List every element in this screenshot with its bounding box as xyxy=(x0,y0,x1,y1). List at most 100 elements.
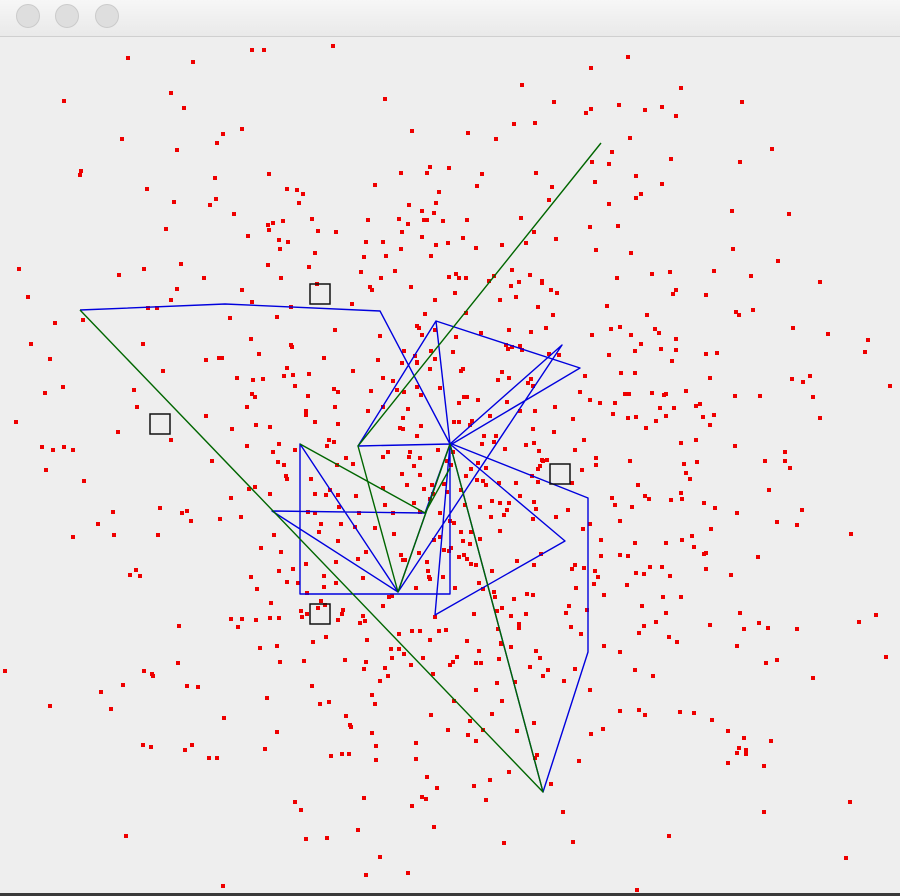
point xyxy=(674,348,678,352)
point xyxy=(422,218,426,222)
point xyxy=(487,279,491,283)
point xyxy=(566,508,570,512)
point xyxy=(236,625,240,629)
point xyxy=(524,241,528,245)
point xyxy=(262,48,266,52)
point xyxy=(474,246,478,250)
point xyxy=(790,377,794,381)
point xyxy=(454,272,458,276)
point xyxy=(625,583,629,587)
point xyxy=(397,647,401,651)
point xyxy=(594,248,598,252)
point xyxy=(51,448,55,452)
point xyxy=(573,667,577,671)
point xyxy=(674,114,678,118)
point xyxy=(623,392,627,396)
point xyxy=(419,393,423,397)
point xyxy=(475,184,479,188)
drawing-canvas[interactable] xyxy=(0,37,900,896)
point xyxy=(756,555,760,559)
point xyxy=(787,212,791,216)
point xyxy=(329,754,333,758)
target-box xyxy=(309,283,331,305)
point xyxy=(386,450,390,454)
point xyxy=(500,699,504,703)
target-box xyxy=(549,463,571,485)
point xyxy=(669,498,673,502)
point xyxy=(549,288,553,292)
point xyxy=(661,595,665,599)
point xyxy=(574,586,578,590)
point xyxy=(427,575,431,579)
point xyxy=(213,176,217,180)
point xyxy=(633,668,637,672)
point xyxy=(331,44,335,48)
point xyxy=(654,419,658,423)
point xyxy=(462,395,466,399)
point xyxy=(538,464,542,468)
point xyxy=(386,674,390,678)
point xyxy=(775,520,779,524)
point xyxy=(688,477,692,481)
point xyxy=(191,60,195,64)
close-window-button[interactable] xyxy=(16,4,40,28)
point xyxy=(428,165,432,169)
point xyxy=(176,661,180,665)
point xyxy=(684,389,688,393)
point xyxy=(610,496,614,500)
point xyxy=(266,263,270,267)
point xyxy=(401,416,405,420)
point xyxy=(544,326,548,330)
point xyxy=(275,315,279,319)
point xyxy=(277,616,281,620)
point xyxy=(250,48,254,52)
point xyxy=(848,800,852,804)
point xyxy=(351,369,355,373)
point xyxy=(464,276,468,280)
point xyxy=(409,663,413,667)
point xyxy=(381,376,385,380)
point xyxy=(374,758,378,762)
point xyxy=(71,448,75,452)
point xyxy=(285,580,289,584)
point xyxy=(488,414,492,418)
point xyxy=(250,300,254,304)
point xyxy=(207,756,211,760)
point xyxy=(399,553,403,557)
point xyxy=(319,599,323,603)
point xyxy=(444,628,448,632)
point xyxy=(267,228,271,232)
point xyxy=(373,702,377,706)
point xyxy=(611,412,615,416)
point xyxy=(664,541,668,545)
point xyxy=(540,458,544,462)
point xyxy=(401,558,405,562)
point xyxy=(709,527,713,531)
point xyxy=(509,614,513,618)
point xyxy=(463,503,467,507)
point xyxy=(362,255,366,259)
point xyxy=(313,420,317,424)
zoom-window-button[interactable] xyxy=(95,4,119,28)
point xyxy=(324,635,328,639)
point xyxy=(277,442,281,446)
point xyxy=(410,804,414,808)
point xyxy=(469,562,473,566)
point xyxy=(155,306,159,310)
point xyxy=(650,272,654,276)
minimize-window-button[interactable] xyxy=(55,4,79,28)
point xyxy=(449,463,453,467)
point xyxy=(208,203,212,207)
point xyxy=(461,236,465,240)
point xyxy=(605,304,609,308)
point xyxy=(149,745,153,749)
point xyxy=(425,775,429,779)
point xyxy=(679,441,683,445)
point xyxy=(220,356,224,360)
point xyxy=(422,487,426,491)
point xyxy=(336,422,340,426)
point xyxy=(381,486,385,490)
point xyxy=(562,679,566,683)
point xyxy=(472,612,476,616)
point xyxy=(585,608,589,612)
